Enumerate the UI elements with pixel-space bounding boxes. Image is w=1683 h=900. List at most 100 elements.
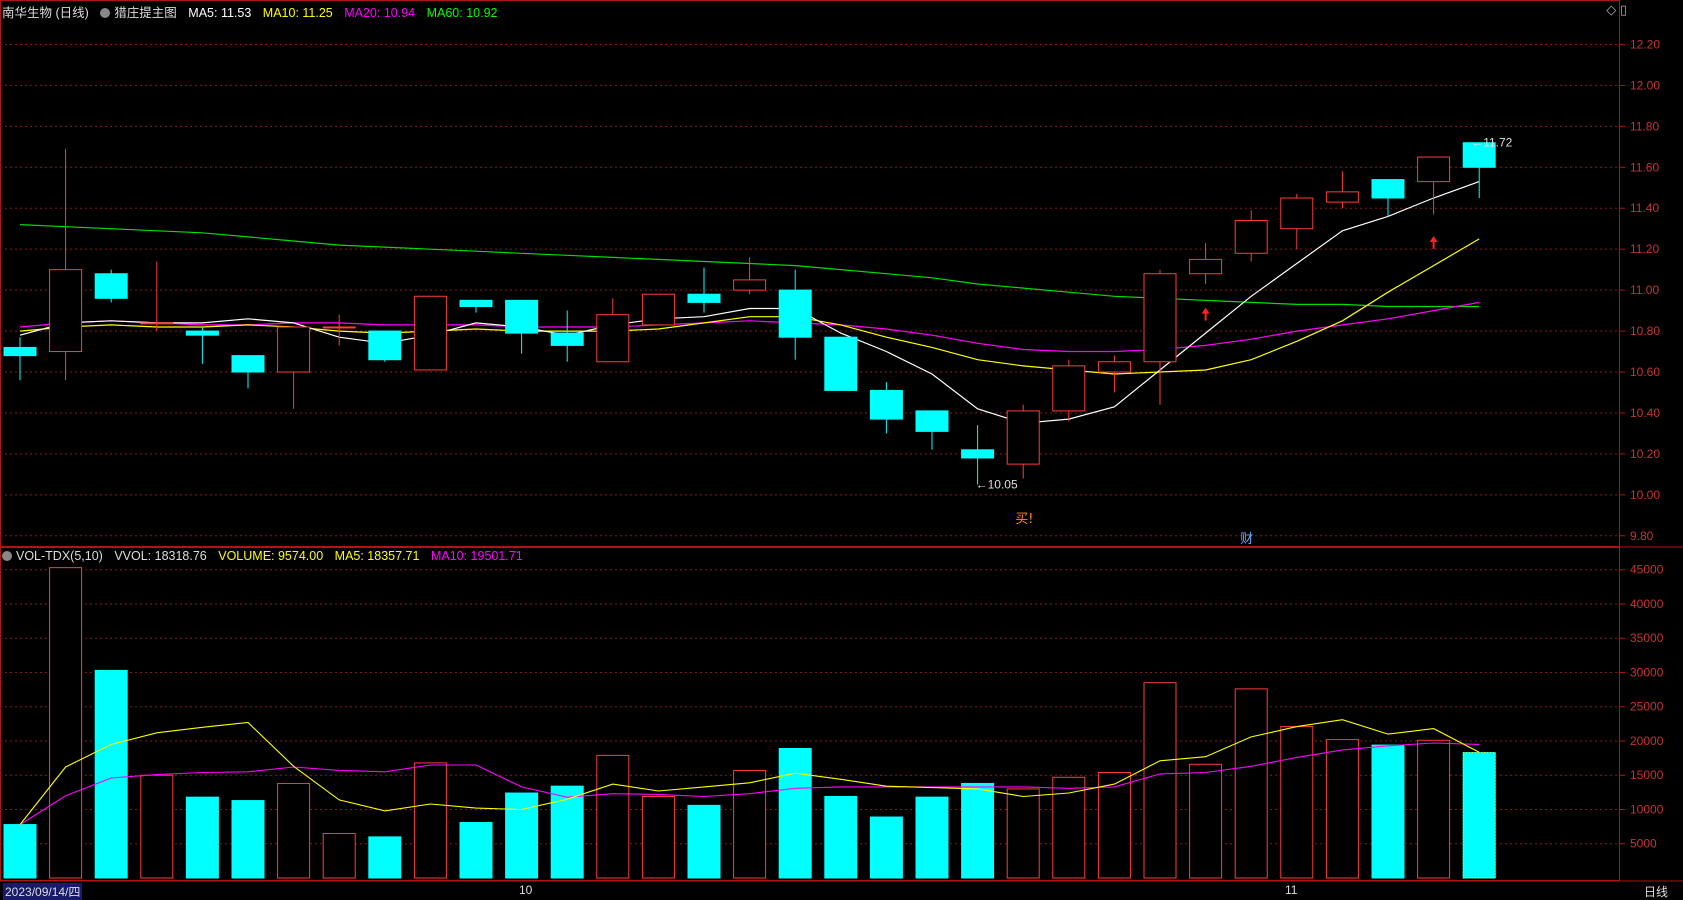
candle-down [1371, 179, 1405, 199]
price-panel-header: 南华生物 (日线) 猎庄提主图 MA5: 11.53 MA10: 11.25 M… [2, 2, 506, 21]
volume-bar-up [1234, 688, 1268, 879]
candle-up [1325, 191, 1359, 203]
vol-indicator-label: VOL-TDX(5,10) [16, 549, 103, 563]
indicator-name[interactable]: 猎庄提主图 [100, 6, 177, 20]
candle-up [641, 293, 675, 326]
finance-marker: 财 [1240, 532, 1253, 547]
diamond-icon[interactable]: ◇ [1606, 2, 1617, 17]
candle-up [1417, 156, 1451, 183]
candle-down [231, 355, 265, 373]
price-tick-label: 12.20 [1630, 37, 1660, 51]
volume-bar-down [505, 792, 539, 879]
volume-tick-label: 20000 [1630, 734, 1664, 748]
candle-up [1143, 273, 1177, 363]
volume-bar-down [3, 824, 37, 879]
price-tick-label: 11.80 [1630, 119, 1659, 133]
ma20-label: MA20: 10.94 [344, 6, 416, 20]
candle-up [1097, 361, 1131, 373]
volume-tick-label: 15000 [1630, 768, 1664, 782]
volume-bar-down [1371, 744, 1405, 879]
volume-bar-up [1280, 726, 1314, 879]
candle-down [778, 289, 812, 338]
volume-label: VOLUME: 9574.00 [218, 549, 324, 563]
price-tick-label: 12.00 [1630, 78, 1660, 92]
volume-bar-up [140, 774, 174, 879]
volume-tick-label: 25000 [1630, 700, 1664, 714]
candle-down [3, 346, 37, 357]
candle-up [322, 326, 356, 329]
period-button[interactable]: 日线 [1644, 885, 1669, 899]
candle-down [368, 330, 402, 361]
price-tick-label: 10.60 [1630, 365, 1660, 379]
price-tick-label: 10.40 [1630, 406, 1660, 420]
candle-down [1462, 142, 1496, 168]
price-tick-label: 11.40 [1630, 201, 1659, 215]
candle-down [687, 293, 721, 303]
ma10-label: MA10: 11.25 [262, 6, 333, 20]
candle-up [277, 326, 311, 373]
volume-bar-up [596, 754, 630, 879]
volume-panel-header: VOL-TDX(5,10) VVOL: 18318.76 VOLUME: 957… [2, 549, 531, 563]
price-tick-label: 10.00 [1630, 488, 1660, 502]
up-arrow-icon [1429, 236, 1438, 250]
volume-tick-label: 30000 [1630, 665, 1664, 679]
candle-up [1052, 365, 1086, 412]
volume-bar-down [687, 804, 721, 879]
candle-down [961, 449, 995, 459]
candle-up [1234, 220, 1268, 254]
candle-down [459, 299, 493, 307]
volume-ma10-line [19, 742, 1480, 826]
volume-bar-up [1097, 771, 1131, 879]
candle-up [596, 314, 630, 363]
volume-bar-down [231, 800, 265, 879]
ma5-label: MA5: 11.53 [188, 6, 252, 20]
stock-title[interactable]: 南华生物 (日线) [2, 6, 89, 20]
vol-indicator[interactable]: VOL-TDX(5,10) [2, 549, 103, 563]
candle-up [1280, 197, 1314, 230]
settings-icon[interactable] [2, 551, 12, 561]
volume-bar-up [1052, 776, 1086, 879]
volume-bar-down [94, 669, 128, 879]
volume-ma5-line [19, 719, 1480, 825]
price-panel-frame [0, 0, 1620, 547]
ma10-line [19, 238, 1480, 375]
candle-down [505, 299, 539, 334]
candle-up [49, 269, 83, 353]
footer-date: 2023/09/14/四 [3, 883, 83, 900]
footer-month-11: 11 [1285, 883, 1298, 897]
up-arrow-icon [1201, 307, 1210, 321]
volume-bar-down [1462, 752, 1496, 879]
buy-signal-label: 买! [1015, 512, 1033, 527]
price-tick-label: 10.20 [1630, 447, 1660, 461]
volume-tick-label: 45000 [1630, 563, 1664, 577]
panel-toggle-icon[interactable]: ▯ [1619, 2, 1627, 17]
volume-tick-label: 40000 [1630, 597, 1664, 611]
volume-tick-label: 5000 [1630, 837, 1657, 851]
volume-bar-up [641, 795, 675, 879]
volume-bar-down [824, 795, 858, 879]
price-tick-label: 10.80 [1630, 324, 1660, 338]
candle-down [915, 410, 949, 432]
price-tick-label: 11.00 [1630, 283, 1659, 297]
volume-bar-down [368, 836, 402, 879]
volume-bar-up [1325, 739, 1359, 879]
volume-bar-down [915, 796, 949, 879]
candle-up [140, 322, 174, 325]
candle-down [869, 389, 903, 420]
volume-bar-up [277, 782, 311, 879]
volume-bar-up [1417, 739, 1451, 879]
settings-icon[interactable] [100, 8, 111, 18]
window-controls[interactable]: ◇ ▯ [1606, 2, 1627, 18]
volume-bar-up [49, 567, 83, 879]
footer-month-10: 10 [519, 883, 533, 897]
candle-up [733, 279, 767, 291]
volume-bar-down [869, 816, 903, 879]
ma60-label: MA60: 10.92 [426, 6, 498, 20]
volume-bar-down [185, 796, 219, 879]
price-tick-label: 11.20 [1630, 242, 1659, 256]
candle-up [1006, 410, 1040, 465]
volume-bar-down [961, 782, 995, 879]
ma20-line [19, 301, 1480, 353]
candle-up [413, 295, 447, 371]
